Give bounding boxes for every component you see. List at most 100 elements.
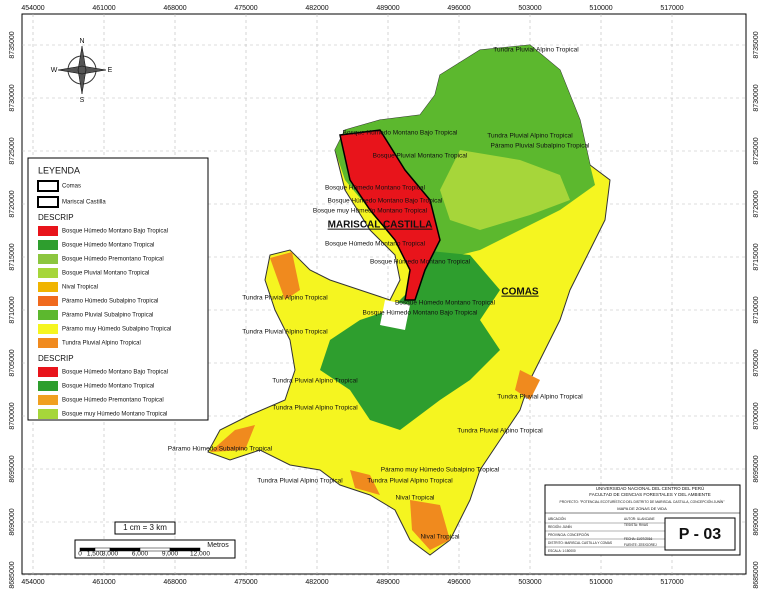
legend-swatch xyxy=(38,240,58,250)
y-coord-label: 8725000 xyxy=(9,137,16,164)
author: TESISTA: RIVAS xyxy=(624,523,648,527)
legend-label: Páramo muy Húmedo Subalpino Tropical xyxy=(62,327,171,333)
faculty: FACULTAD DE CIENCIAS FORESTALES Y DEL AM… xyxy=(589,492,710,497)
x-coord-label: 482000 xyxy=(305,5,328,12)
legend-label: Bosque muy Húmedo Montano Tropical xyxy=(62,412,167,418)
legend-swatch xyxy=(38,367,58,377)
zone-label: Tundra Pluvial Alpino Tropical xyxy=(457,428,543,435)
scale-ratio-box xyxy=(114,521,176,535)
legend-label: Bosque Húmedo Premontano Tropical xyxy=(62,398,164,404)
zone-label: Páramo muy Húmedo Subalpino Tropical xyxy=(381,467,500,474)
zone-label: Tundra Pluvial Alpino Tropical xyxy=(487,133,573,140)
scale-unit: Metros xyxy=(207,542,229,549)
x-coord-label: 482000 xyxy=(305,579,328,586)
legend-label: Páramo Pluvial Subalpino Tropical xyxy=(62,313,153,319)
zone-label: Tundra Pluvial Alpino Tropical xyxy=(272,405,358,412)
date: FUENTE: ZEE/GOREJ xyxy=(624,543,657,547)
y-coord-label: 8720000 xyxy=(9,190,16,217)
x-coord-label: 468000 xyxy=(163,579,186,586)
code-box xyxy=(664,517,736,551)
y-coord-label: 8730000 xyxy=(9,84,16,111)
zone-label: Bosque muy Húmedo Montano Tropical xyxy=(313,208,428,215)
zone-label: Bosque Húmedo Montano Bajo Tropical xyxy=(328,198,443,205)
district-label: MARISCAL CASTILLA xyxy=(328,220,433,231)
mariscal-castilla xyxy=(339,129,441,301)
y-coord-label: 8710000 xyxy=(9,296,16,323)
y-coord-label: 8695000 xyxy=(753,455,760,482)
y-coord-label: 8715000 xyxy=(753,243,760,270)
y-coord-label: 8725000 xyxy=(753,137,760,164)
legend-label: Páramo Húmedo Subalpino Tropical xyxy=(62,299,158,305)
scale-segment xyxy=(169,547,201,552)
map-code: P - 03 xyxy=(679,526,722,543)
zone-label: Tundra Pluvial Alpino Tropical xyxy=(242,329,328,336)
y-coord-label: 8705000 xyxy=(9,349,16,376)
y-coord-label: 8720000 xyxy=(753,190,760,217)
zone-label: Bosque Húmedo Montano Tropical xyxy=(395,300,496,307)
scale-tick: 0 xyxy=(78,551,82,558)
cutout xyxy=(380,300,410,330)
y-coord-label: 8735000 xyxy=(753,31,760,58)
boundary-label: Mariscal Castilla xyxy=(62,200,106,206)
scale-tick: 1,500 xyxy=(87,551,104,558)
x-coord-label: 461000 xyxy=(92,5,115,12)
x-coord-label: 454000 xyxy=(21,5,44,12)
legend-swatch xyxy=(38,324,58,334)
dark-green-zone xyxy=(320,250,500,430)
legend-label: Tundra Pluvial Alpino Tropical xyxy=(62,341,141,347)
scale-tick: 9,000 xyxy=(162,551,179,558)
legend-label: Bosque Húmedo Premontano Tropical xyxy=(62,257,164,263)
light-green-zone xyxy=(440,150,570,230)
zone-label: Tundra Pluvial Alpino Tropical xyxy=(242,295,328,302)
legend-swatch xyxy=(38,296,58,306)
zone-label: Nival Tropical xyxy=(420,534,460,541)
grid: 454000 454000 461000 461000 468000 468000 4750… xyxy=(9,5,760,589)
y-coord-label: 8695000 xyxy=(9,455,16,482)
y-coord-label: 8700000 xyxy=(753,402,760,429)
legend: LEYENDA Comas Mariscal Castilla DESCRIP Bos… xyxy=(27,157,209,421)
legend-swatch xyxy=(38,409,58,419)
zone-label: Tundra Pluvial Alpino Tropical xyxy=(272,378,358,385)
zone-label: Páramo Pluvial Subalpino Tropical xyxy=(491,143,591,150)
y-coord-label: 8710000 xyxy=(753,296,760,323)
zone-label: Tundra Pluvial Alpino Tropical xyxy=(257,478,343,485)
zone-label: Bosque Húmedo Montano Bajo Tropical xyxy=(363,310,478,317)
x-coord-label: 454000 xyxy=(21,579,44,586)
x-coord-label: 517000 xyxy=(660,5,683,12)
legend-label: Bosque Húmedo Montano Bajo Tropical xyxy=(62,370,168,376)
map-name: MAPA DE ZONAS DE VIDA xyxy=(617,506,667,511)
field: DISTRITO: MARISCAL CASTILLA Y COMAS xyxy=(548,541,612,545)
zone-label: Tundra Pluvial Alpino Tropical xyxy=(497,394,583,401)
legend-label: Nival Tropical xyxy=(62,285,98,291)
field: REGIÓN: JUNÍN xyxy=(548,524,572,529)
compass-n: N xyxy=(79,38,84,45)
orange-zones xyxy=(210,252,540,550)
field: UBICACIÓN xyxy=(548,516,566,521)
field: ESCALA: 1:150000 xyxy=(548,549,576,553)
x-coord-label: 468000 xyxy=(163,5,186,12)
zone-label: Tundra Pluvial Alpino Tropical xyxy=(367,478,453,485)
y-coord-label: 8690000 xyxy=(9,508,16,535)
project: PROYECTO: "POTENCIAL ECOTURÍSTICO DEL DI… xyxy=(560,499,726,504)
legend-label: Bosque Húmedo Montano Tropical xyxy=(62,384,154,390)
legend-swatch xyxy=(38,395,58,405)
x-coord-label: 461000 xyxy=(92,579,115,586)
x-coord-label: 517000 xyxy=(660,579,683,586)
legend-swatch xyxy=(38,254,58,264)
scale-ratio: 1 cm = 3 km xyxy=(123,523,167,532)
author: AUTOR: ILLANCANE xyxy=(624,517,655,521)
title-block: UNIVERSIDAD NACIONAL DEL CENTRO DEL PERÚ… xyxy=(544,484,741,556)
legend-swatch xyxy=(38,310,58,320)
x-coord-label: 475000 xyxy=(234,579,257,586)
x-coord-label: 489000 xyxy=(376,5,399,12)
compass-w: W xyxy=(51,67,58,74)
legend-swatch xyxy=(38,226,58,236)
compass-e: E xyxy=(108,67,113,74)
scale-tick: 6,000 xyxy=(132,551,149,558)
zone-label: Bosque Húmedo Montano Bajo Tropical xyxy=(343,130,458,137)
compass: N S E W xyxy=(51,38,113,104)
date: FECHA: 11/07/2016 xyxy=(624,537,653,541)
y-coord-label: 8685000 xyxy=(9,561,16,588)
legend-group-title: DESCRIP xyxy=(38,354,74,363)
